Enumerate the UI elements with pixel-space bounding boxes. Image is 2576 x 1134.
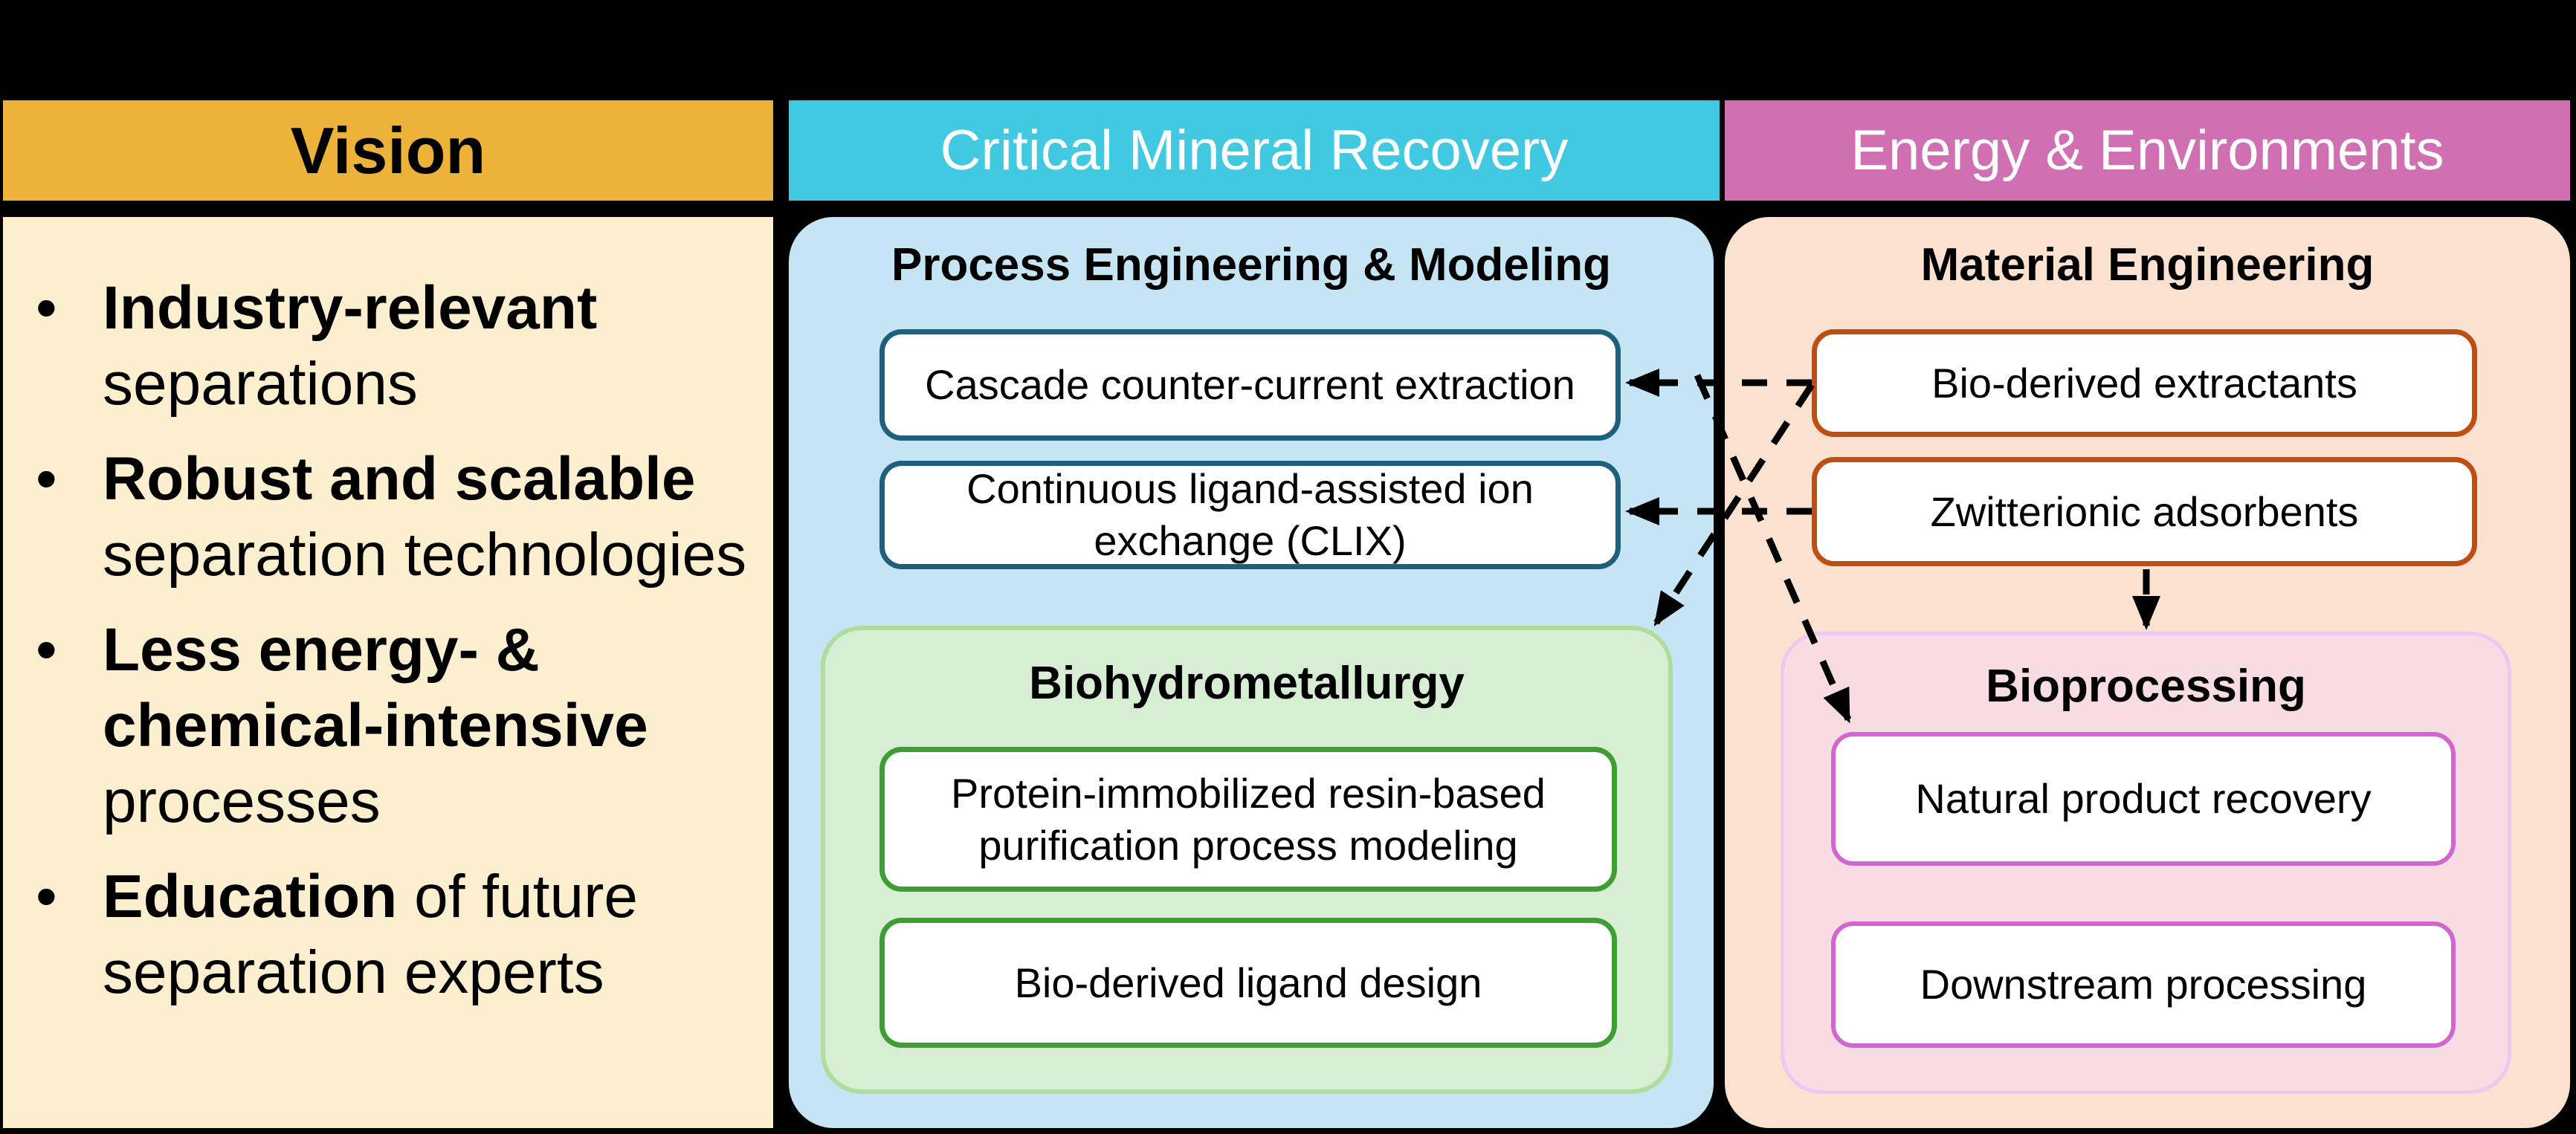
vision-bullet-list: • Industry-relevant separations • Robust… (3, 217, 773, 1011)
biohydrometallurgy-title: Biohydrometallurgy (1029, 657, 1465, 709)
bullet-bold-text: Robust and scalable (103, 445, 696, 513)
bullet-bold-text: Education (103, 863, 398, 930)
cascade-counter-current-extraction-box: Cascade counter-current extraction (879, 329, 1621, 441)
box-label: Bio-derived ligand design (1014, 959, 1482, 1006)
critical-mineral-recovery-header-bar: Critical Mineral Recovery (789, 100, 1720, 201)
bullet-rest-text: separation technologies (103, 521, 747, 589)
energy-environments-title: Energy & Environments (1850, 119, 2444, 182)
vision-bullet-robust: • Robust and scalable separation technol… (36, 441, 768, 593)
energy-environments-header-bar: Energy & Environments (1725, 100, 2570, 201)
bullet-dot: • (36, 863, 57, 930)
critical-mineral-recovery-title: Critical Mineral Recovery (940, 119, 1569, 182)
box-label: Natural product recovery (1915, 775, 2372, 822)
vision-bullet-less-energy: • Less energy- & chemical-intensive proc… (36, 612, 768, 840)
vision-panel: • Industry-relevant separations • Robust… (3, 217, 773, 1128)
bullet-bold-text: Less energy- & chemical-intensive (103, 616, 648, 759)
protein-immobilized-resin-box: Protein-immobilized resin-based purifica… (879, 747, 1617, 892)
vision-header-title: Vision (290, 113, 486, 187)
bullet-bold-text: Industry-relevant (103, 274, 598, 342)
vision-bullet-education: • Education of future separation experts (36, 859, 768, 1011)
downstream-processing-box: Downstream processing (1831, 921, 2456, 1048)
vision-bullet-industry: • Industry-relevant separations (36, 270, 768, 422)
box-label: Cascade counter-current extraction (925, 361, 1575, 408)
bio-derived-extractants-box: Bio-derived extractants (1812, 329, 2477, 437)
zwitterionic-adsorbents-box: Zwitterionic adsorbents (1812, 457, 2477, 566)
bioprocessing-title: Bioprocessing (1986, 660, 2306, 712)
box-label: Continuous ligand-assisted ion exchange … (966, 465, 1534, 564)
natural-product-recovery-box: Natural product recovery (1831, 732, 2456, 866)
bullet-rest-text: separations (103, 350, 418, 418)
bullet-dot: • (36, 616, 57, 684)
bio-derived-ligand-design-box: Bio-derived ligand design (879, 918, 1617, 1048)
bullet-dot: • (36, 274, 57, 342)
material-engineering-title: Material Engineering (1920, 239, 2375, 291)
box-label: Downstream processing (1920, 961, 2367, 1008)
vision-header-bar: Vision (3, 100, 773, 201)
process-engineering-modeling-title: Process Engineering & Modeling (891, 239, 1612, 291)
box-label: Protein-immobilized resin-based purifica… (951, 769, 1546, 869)
bullet-dot: • (36, 445, 57, 513)
box-label: Bio-derived extractants (1931, 359, 2357, 406)
bullet-rest-text: of future separation experts (103, 863, 638, 1006)
box-label: Zwitterionic adsorbents (1930, 487, 2359, 535)
continuous-ligand-assisted-ion-exchange-box: Continuous ligand-assisted ion exchange … (879, 461, 1621, 569)
bullet-rest-text: processes (103, 768, 381, 835)
